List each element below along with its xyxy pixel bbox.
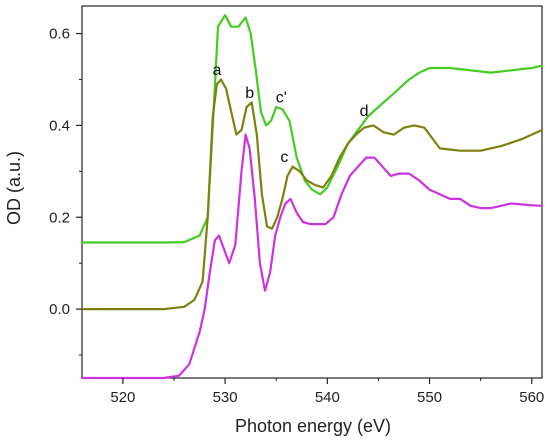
y-axis-title: OD (a.u.) [4, 151, 24, 225]
series-line-2 [80, 78, 544, 311]
x-axis-title: Photon energy (eV) [235, 416, 391, 436]
annotations: a b c' c d [212, 62, 368, 166]
plot-border [81, 5, 543, 379]
annotation-label: d [360, 103, 369, 120]
plot-area [81, 5, 543, 379]
y-tick-label: 0.2 [49, 209, 70, 226]
series-line-3 [80, 133, 544, 380]
y-tick-label: 0.0 [49, 301, 70, 318]
y-tick-label: 0.4 [49, 117, 70, 134]
x-tick-label: 530 [213, 389, 238, 406]
annotation-label: b [245, 85, 254, 102]
series-line-1 [80, 14, 544, 244]
annotation-label: a [212, 62, 221, 79]
y-tick-label: 0.6 [49, 26, 70, 43]
annotation-label: c' [276, 89, 287, 106]
x-tick-label: 560 [519, 389, 544, 406]
series-lines [80, 14, 544, 380]
x-tick-label: 520 [110, 389, 135, 406]
x-axis: 520 530 540 550 560 [110, 378, 544, 406]
annotation-label: c [280, 149, 288, 166]
y-axis: 0.0 0.2 0.4 0.6 [49, 26, 82, 356]
x-tick-label: 550 [417, 389, 442, 406]
x-tick-label: 540 [315, 389, 340, 406]
